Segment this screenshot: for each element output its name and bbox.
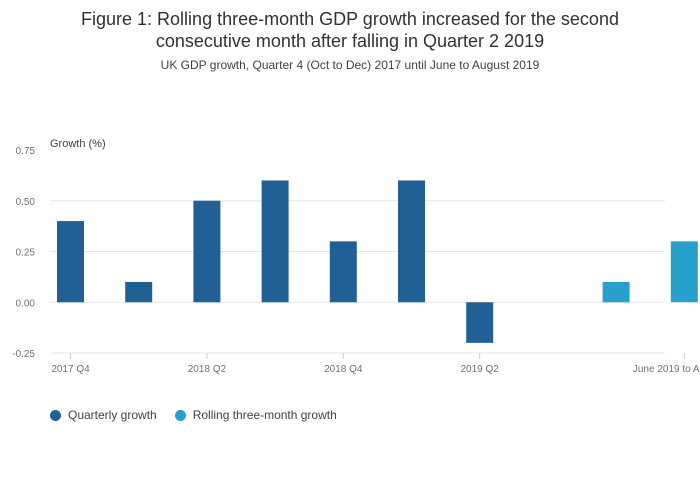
bar-quarterly-0: [57, 221, 84, 303]
x-tick-label: 2018 Q2: [188, 364, 227, 375]
bar-quarterly-4: [329, 241, 357, 303]
bar-quarterly-5: [398, 180, 425, 303]
chart-subtitle: UK GDP growth, Quarter 4 (Oct to Dec) 20…: [160, 58, 540, 72]
x-tick-label: 2018 Q4: [324, 364, 363, 375]
legend-item-rolling[interactable]: Rolling three-month growth: [174, 408, 337, 422]
bar-quarterly-1: [125, 281, 153, 303]
x-tick-label: 2019 Q2: [461, 364, 500, 375]
chart-legend: Quarterly growth Rolling three-month gro…: [50, 408, 355, 422]
x-tick-label: 2017 Q4: [51, 364, 90, 375]
bar-quarterly-3: [261, 180, 289, 303]
chart-title: Figure 1: Rolling three-month GDP growth…: [0, 8, 700, 52]
legend-swatch-rolling: [174, 409, 186, 421]
y-tick-label: 0.75: [16, 146, 36, 157]
bar-quarterly-2: [193, 200, 221, 303]
y-axis-label: Growth (%): [50, 138, 106, 150]
bar-quarterly-6: [466, 302, 494, 343]
bar-rolling-8: [602, 281, 630, 303]
y-tick-label: -0.25: [12, 349, 35, 360]
legend-item-quarterly[interactable]: Quarterly growth: [50, 408, 157, 422]
x-tick-label: June 2019 to Aug 2019: [633, 364, 700, 375]
y-tick-label: 0.25: [16, 248, 36, 259]
y-tick-label: 0.50: [16, 197, 36, 208]
y-tick-label: 0.00: [16, 298, 36, 309]
legend-label-rolling: Rolling three-month growth: [192, 408, 337, 422]
legend-label-quarterly: Quarterly growth: [68, 408, 157, 422]
legend-swatch-quarterly: [50, 409, 61, 421]
bar-rolling-9: [670, 241, 698, 303]
chart-title-line-2: consecutive month after falling in Quart…: [155, 31, 545, 51]
chart-title-line-1: Figure 1: Rolling three-month GDP growth…: [81, 9, 619, 29]
